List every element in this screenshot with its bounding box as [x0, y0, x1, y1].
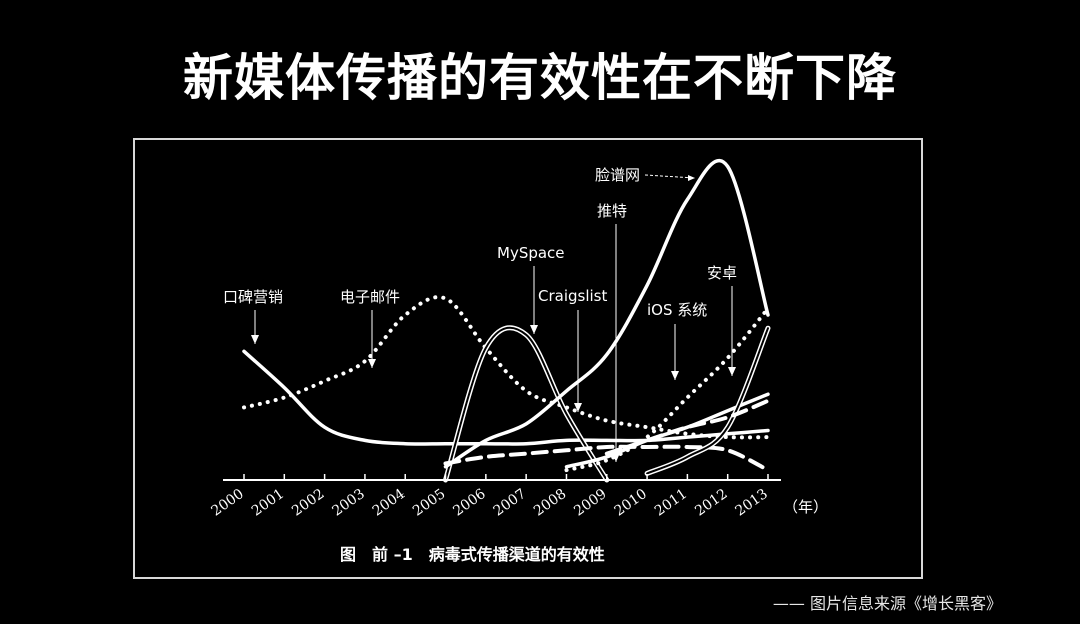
x-tick-label-2009: 2009: [571, 486, 609, 520]
series-arrowhead-2: [368, 359, 376, 368]
chart-figure: 2000 2001 2002 2003 2004 2005 2006 2007 2008 2009…: [133, 138, 923, 579]
series-3: [443, 325, 610, 483]
series-label-2: 电子邮件: [340, 288, 400, 306]
series-3-line: [443, 325, 610, 483]
x-tick-label-2003: 2003: [329, 486, 367, 520]
series-4: [443, 444, 770, 473]
series-arrowhead-1: [251, 335, 259, 344]
series-7: [564, 392, 770, 469]
series-label-6: 脸谱网: [595, 166, 640, 184]
series-label-4: Craigslist: [538, 287, 607, 305]
x-tick-label-2004: 2004: [370, 486, 408, 520]
series-label-8: 安卓: [707, 264, 737, 282]
series-arrowhead-5: [612, 453, 620, 462]
x-tick-label-2001: 2001: [249, 486, 287, 520]
chart-caption: 图 前 –1 病毒式传播渠道的有效性: [340, 545, 605, 564]
series-label-1: 口碑营销: [223, 288, 283, 306]
series-2: [242, 295, 770, 440]
series-1: [242, 349, 770, 446]
series-arrowhead-6: [688, 175, 695, 181]
image-source-credit: —— 图片信息来源《增长黑客》: [772, 594, 1002, 613]
series-9: [604, 398, 770, 456]
series-9-line: [604, 398, 770, 456]
x-tick-label-2002: 2002: [289, 486, 327, 520]
x-tick-label-2005: 2005: [410, 486, 448, 520]
series-arrowhead-7: [671, 371, 679, 380]
series-7-line: [564, 392, 770, 469]
series-1-line: [242, 349, 770, 446]
slide-title: 新媒体传播的有效性在不断下降: [183, 49, 897, 107]
series-label-5: 推特: [597, 202, 627, 220]
series-4-line: [443, 444, 770, 473]
x-tick-label-2008: 2008: [531, 486, 569, 520]
x-tick-label-2006: 2006: [450, 486, 488, 520]
x-tick-label-2013: 2013: [733, 486, 771, 520]
series-8-line-inner: [646, 327, 769, 475]
series-arrowhead-3: [530, 325, 538, 334]
x-tick-label-2012: 2012: [692, 486, 730, 520]
x-tick-label-2010: 2010: [612, 486, 650, 520]
series-arrow-6: [644, 174, 696, 179]
series-label-7: iOS 系统: [647, 301, 707, 319]
x-tick-label-2000: 2000: [209, 486, 247, 520]
x-tick-label-2011: 2011: [652, 486, 690, 520]
annotation-layer: 口碑营销 电子邮件 MySpace Craigslist 推特 脸谱网 iOS 系统 安卓: [223, 166, 737, 462]
series-6: [443, 158, 770, 469]
x-tick-label-2007: 2007: [491, 486, 529, 520]
series-arrowhead-4: [574, 403, 582, 412]
series-label-3: MySpace: [497, 244, 565, 262]
x-axis-unit: （年）: [783, 498, 828, 516]
line-chart: 2000 2001 2002 2003 2004 2005 2006 2007 2008 2009…: [209, 158, 828, 564]
series-arrowhead-8: [728, 367, 736, 376]
series-2-line: [242, 295, 770, 440]
series-8: [644, 325, 771, 476]
series-6-line: [443, 158, 770, 469]
series-layer: [242, 158, 771, 483]
series-3-line-inner: [444, 326, 608, 481]
